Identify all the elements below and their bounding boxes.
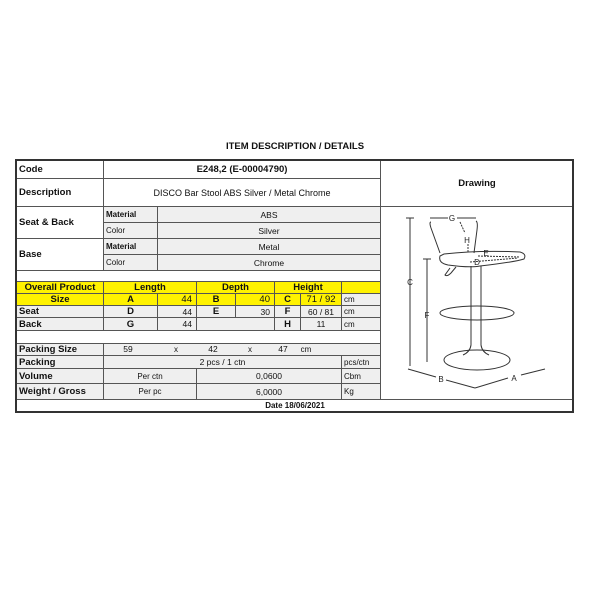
dim-line-b	[407, 368, 476, 389]
packing-x-2: x	[248, 345, 252, 354]
packing-width: 42	[208, 344, 218, 354]
label-f: F	[425, 311, 430, 320]
dim-line-de	[469, 255, 521, 263]
stool-seat	[439, 250, 526, 268]
stool-base	[443, 349, 511, 371]
dim-line-c	[406, 217, 414, 366]
stool-lever	[444, 266, 457, 277]
date: Date 18/06/2021	[265, 401, 325, 410]
stool-footring	[439, 305, 515, 321]
stool-back	[429, 220, 478, 254]
packing-height: 47	[278, 344, 288, 354]
dim-line-h	[459, 221, 469, 252]
label-b: B	[438, 375, 443, 384]
packing-size-unit: cm	[300, 345, 312, 354]
dim-line-a	[474, 368, 546, 389]
label-c: C	[407, 278, 413, 287]
label-a: A	[511, 374, 517, 383]
packing-x-1: x	[174, 345, 178, 354]
label-h: H	[464, 236, 470, 245]
label-d: D	[474, 258, 480, 267]
dim-line-f	[423, 258, 431, 362]
packing-length: 59	[123, 344, 133, 354]
stool-pole	[462, 266, 490, 356]
label-g: G	[449, 214, 455, 223]
sheet-title: ITEM DESCRIPTION / DETAILS	[225, 141, 365, 152]
label-e: E	[483, 249, 488, 258]
